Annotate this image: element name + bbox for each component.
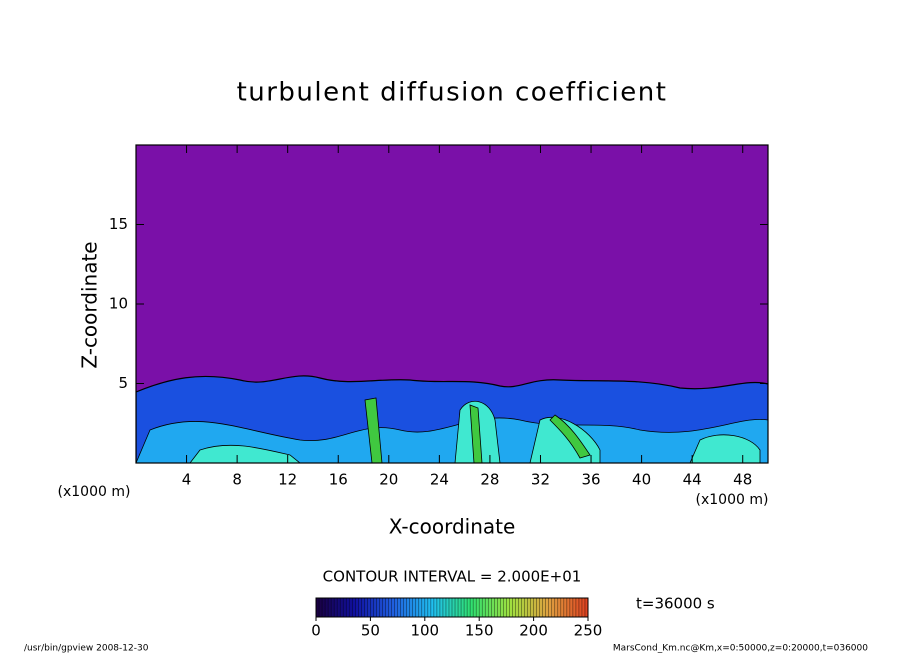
colorbar-tick-label: 0: [311, 622, 321, 640]
x-tick-label: 28: [480, 471, 499, 489]
x-tick-label: 40: [632, 471, 651, 489]
x-tick-label: 12: [278, 471, 297, 489]
x-tick-label: 8: [232, 471, 242, 489]
colorbar-tick-label: 100: [410, 622, 439, 640]
x-tick-label: 32: [531, 471, 550, 489]
x-tick-label: 48: [733, 471, 752, 489]
field: [136, 145, 768, 463]
colorbar-tick-label: 200: [519, 622, 548, 640]
y-tick-label: 15: [109, 215, 128, 233]
x-tick-label: 16: [329, 471, 348, 489]
x-unit: (x1000 m): [696, 492, 769, 508]
colorbar-tick-label: 150: [465, 622, 494, 640]
footer-right: MarsCond_Km.nc@Km,x=0:50000,z=0:20000,t=…: [613, 644, 868, 654]
y-tick-label: 5: [118, 374, 128, 392]
field-layer: [364, 397, 591, 463]
x-tick-label: 4: [182, 471, 192, 489]
y-axis-label: Z-coordinate: [78, 241, 102, 368]
x-tick-label: 20: [379, 471, 398, 489]
contour-interval: CONTOUR INTERVAL = 2.000E+01: [323, 568, 582, 586]
chart-title: turbulent diffusion coefficient: [237, 78, 668, 108]
x-tick-label: 44: [683, 471, 702, 489]
x-axis-label: X-coordinate: [389, 515, 516, 539]
footer-left: /usr/bin/gpview 2008-12-30: [24, 644, 149, 654]
colorbar-tick-label: 50: [361, 622, 380, 640]
x-unit: (x1000 m): [58, 484, 131, 500]
x-tick-label: 36: [581, 471, 600, 489]
colorbar-tick-label: 250: [574, 622, 603, 640]
x-tick-label: 24: [430, 471, 449, 489]
y-tick-label: 10: [109, 295, 128, 313]
time-label: t=36000 s: [636, 595, 715, 613]
